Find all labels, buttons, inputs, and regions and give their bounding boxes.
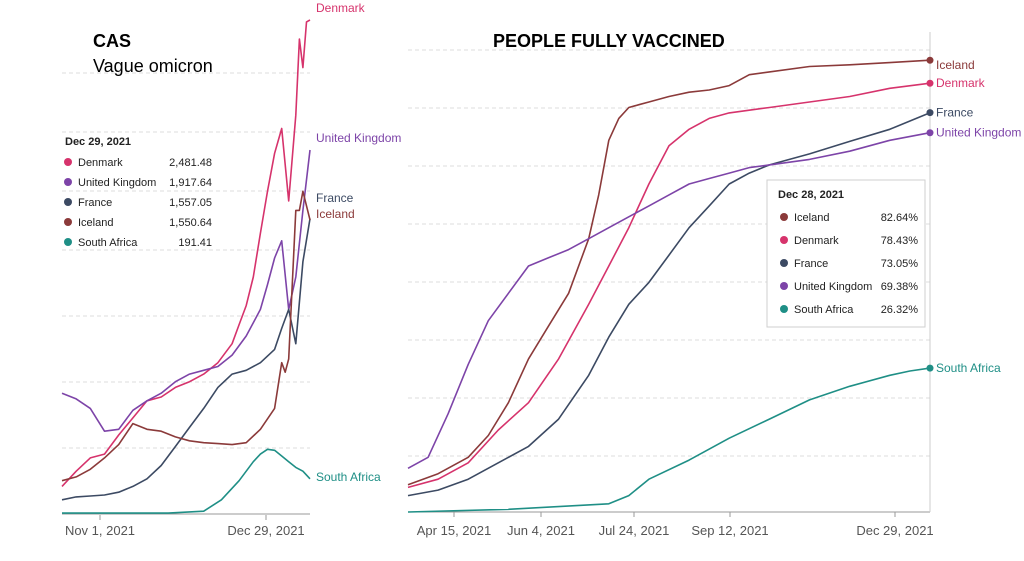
tooltip-swatch-denmark <box>780 236 788 244</box>
series-end-label-south-africa: South Africa <box>316 470 381 484</box>
left-gridlines <box>62 72 310 515</box>
series-end-marker-france <box>926 109 934 117</box>
series-end-label-united-kingdom: United Kingdom <box>316 131 401 145</box>
tooltip-swatch-south-africa <box>64 238 72 246</box>
tooltip-value-denmark: 78.43% <box>881 235 919 247</box>
tooltip-value-iceland: 1,550.64 <box>169 217 212 229</box>
series-line-denmark <box>61 19 311 487</box>
tooltip-name-iceland: Iceland <box>794 212 829 224</box>
series-end-marker-south-africa <box>926 364 934 372</box>
series-line-south-africa <box>407 367 931 513</box>
tooltip-swatch-iceland <box>780 213 788 221</box>
x-tick-label: Apr 15, 2021 <box>417 523 491 538</box>
tooltip-value-south-africa: 26.32% <box>881 304 919 316</box>
series-line-south-africa <box>62 448 311 514</box>
series-end-marker-iceland <box>926 56 934 64</box>
tooltip-swatch-france <box>780 259 788 267</box>
tooltip-swatch-france <box>64 198 72 206</box>
tooltip-name-south-africa: South Africa <box>78 237 138 249</box>
right-tooltip: Dec 28, 2021 Iceland 82.64% Denmark 78.43% F… <box>766 179 926 328</box>
tooltip-name-denmark: Denmark <box>794 235 839 247</box>
right-tooltip-rows: Iceland 82.64% Denmark 78.43% France 73.05% Un… <box>780 212 918 316</box>
tooltip-value-united-kingdom: 1,917.64 <box>169 177 212 189</box>
left-title: CAS <box>93 31 131 51</box>
tooltip-swatch-denmark <box>64 158 72 166</box>
tooltip-swatch-iceland <box>64 218 72 226</box>
series-line-iceland <box>407 59 931 486</box>
right-title: PEOPLE FULLY VACCINED <box>493 31 725 51</box>
tooltip-name-iceland: Iceland <box>78 217 113 229</box>
left-subtitle: Vague omicron <box>93 56 213 76</box>
tooltip-name-france: France <box>78 197 112 209</box>
series-line-france <box>407 111 931 497</box>
tooltip-value-france: 73.05% <box>881 258 919 270</box>
right-end-labels: Iceland Denmark France United Kingdom South … <box>926 56 1021 375</box>
tooltip-value-iceland: 82.64% <box>881 212 919 224</box>
tooltip-value-france: 1,557.05 <box>169 197 212 209</box>
series-line-united-kingdom <box>61 149 311 433</box>
x-tick-label: Jul 24, 2021 <box>599 523 670 538</box>
tooltip-swatch-south-africa <box>780 305 788 313</box>
left-tooltip-date: Dec 29, 2021 <box>65 136 131 148</box>
left-tooltip-rows: Denmark 2,481.48 United Kingdom 1,917.64 Fra… <box>64 157 212 249</box>
left-chart: Denmark United Kingdom France Iceland South … <box>61 1 401 538</box>
left-x-ticks: Nov 1, 2021 Dec 29, 2021 <box>65 515 305 538</box>
tooltip-name-united-kingdom: United Kingdom <box>794 281 872 293</box>
series-end-label-france: France <box>936 106 974 120</box>
x-tick-label: Dec 29, 2021 <box>227 523 304 538</box>
series-end-label-denmark: Denmark <box>316 1 366 15</box>
x-tick-label: Sep 12, 2021 <box>691 523 768 538</box>
tooltip-name-united-kingdom: United Kingdom <box>78 177 156 189</box>
left-tooltip: Dec 29, 2021 Denmark 2,481.48 United Kingd… <box>64 136 212 249</box>
series-end-label-iceland: Iceland <box>936 58 975 72</box>
right-tooltip-box <box>766 179 926 328</box>
right-x-ticks: Apr 15, 2021 Jun 4, 2021 Jul 24, 2021 Sep 1… <box>417 512 934 538</box>
x-tick-label: Dec 29, 2021 <box>856 523 933 538</box>
tooltip-value-south-africa: 191.41 <box>178 237 212 249</box>
x-tick-label: Jun 4, 2021 <box>507 523 575 538</box>
right-chart: Iceland Denmark France United Kingdom South … <box>407 31 1021 538</box>
tooltip-value-united-kingdom: 69.38% <box>881 281 919 293</box>
series-end-marker-denmark <box>926 79 934 87</box>
series-line-united-kingdom <box>407 131 931 470</box>
series-line-iceland <box>61 190 311 482</box>
left-series-lines <box>61 19 311 514</box>
tooltip-name-denmark: Denmark <box>78 157 123 169</box>
series-end-label-iceland: Iceland <box>316 207 355 221</box>
tooltip-swatch-united-kingdom <box>64 178 72 186</box>
series-line-denmark <box>407 82 931 489</box>
tooltip-name-france: France <box>794 258 828 270</box>
tooltip-value-denmark: 2,481.48 <box>169 157 212 169</box>
series-end-label-france: France <box>316 191 354 205</box>
series-end-label-denmark: Denmark <box>936 76 986 90</box>
series-line-france <box>61 218 311 501</box>
x-tick-label: Nov 1, 2021 <box>65 523 135 538</box>
series-end-label-united-kingdom: United Kingdom <box>936 126 1021 140</box>
series-end-marker-united-kingdom <box>926 129 934 137</box>
right-series-lines <box>407 59 931 513</box>
tooltip-name-south-africa: South Africa <box>794 304 854 316</box>
left-end-labels: Denmark United Kingdom France Iceland South … <box>316 1 401 484</box>
tooltip-swatch-united-kingdom <box>780 282 788 290</box>
right-tooltip-date: Dec 28, 2021 <box>778 189 844 201</box>
series-end-label-south-africa: South Africa <box>936 361 1001 375</box>
